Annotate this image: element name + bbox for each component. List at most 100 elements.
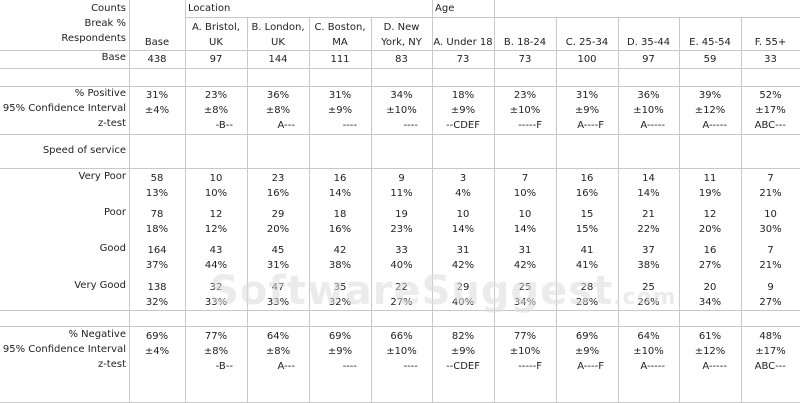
negative-pct: 77% xyxy=(513,331,537,342)
negative-ztest: A----- xyxy=(640,361,665,372)
rating-count: 28 xyxy=(580,282,594,293)
positive-pct: 18% xyxy=(451,90,475,101)
rating-count: 164 xyxy=(147,245,167,256)
negative-pct: 77% xyxy=(204,331,228,342)
negative-pct: 82% xyxy=(451,331,475,342)
rating-pct: 14% xyxy=(328,188,352,199)
column-header-1: A. Bristol, UK xyxy=(192,22,240,48)
rating-pct: 41% xyxy=(575,260,599,271)
rating-count: 25 xyxy=(518,282,532,293)
rating-count: 31 xyxy=(518,245,532,256)
rating-pct: 14% xyxy=(451,224,475,235)
rating-count: 29 xyxy=(271,209,285,220)
rating-count: 43 xyxy=(209,245,223,256)
positive-pct: 36% xyxy=(637,90,660,101)
rating-count: 7 xyxy=(767,245,774,256)
positive-ci: ±8% xyxy=(203,105,229,116)
rating-pct: 19% xyxy=(698,188,722,199)
positive-ci: ±12% xyxy=(694,105,726,116)
base-value: 73 xyxy=(456,54,470,65)
rating-count: 18 xyxy=(333,209,347,220)
column-divider xyxy=(494,0,495,403)
negative-ztest-label: z-test xyxy=(97,359,126,370)
column-divider xyxy=(618,17,619,403)
negative-ci: ±9% xyxy=(450,346,476,357)
rating-count: 10 xyxy=(518,209,532,220)
rating-count: 21 xyxy=(642,209,655,220)
positive-pct: 23% xyxy=(204,90,228,101)
positive-ci: ±9% xyxy=(450,105,476,116)
column-header-3: C. Boston, MA xyxy=(314,22,366,48)
negative-ztest: -B-- xyxy=(215,361,233,372)
rating-pct: 4% xyxy=(455,188,471,199)
column-header-7: C. 25-34 xyxy=(565,37,609,48)
rating-pct: 16% xyxy=(328,224,352,235)
rating-count: 37 xyxy=(642,245,655,256)
rating-pct: 33% xyxy=(204,297,228,308)
column-header-9: E. 45-54 xyxy=(689,37,731,48)
column-divider xyxy=(247,17,248,403)
rating-pct: 14% xyxy=(637,188,660,199)
rating-count: 41 xyxy=(580,245,594,256)
rating-pct: 16% xyxy=(266,188,290,199)
row-divider xyxy=(0,50,800,51)
row-divider xyxy=(0,326,800,327)
group-header-location: Location xyxy=(188,3,231,14)
rating-pct: 38% xyxy=(637,260,660,271)
negative-ci: ±10% xyxy=(633,346,664,357)
negative-ci: ±12% xyxy=(694,346,726,357)
rating-count: 16 xyxy=(580,173,594,184)
base-value: 100 xyxy=(577,54,597,65)
row-divider xyxy=(0,68,800,69)
positive-pct: 31% xyxy=(145,90,169,101)
rating-pct: 32% xyxy=(145,297,169,308)
negative-ztest: A--- xyxy=(277,361,295,372)
negative-pct: 69% xyxy=(328,331,352,342)
positive-ci: ±17% xyxy=(755,105,786,116)
negative-ci-label: 95% Confidence Interval xyxy=(2,344,126,355)
rating-pct: 37% xyxy=(145,260,169,271)
negative-ci: ±17% xyxy=(755,346,786,357)
base-value: 83 xyxy=(395,54,408,65)
rating-count: 10 xyxy=(456,209,470,220)
base-value: 97 xyxy=(209,54,223,65)
column-header-10: F. 55+ xyxy=(754,37,787,48)
rating-pct: 10% xyxy=(513,188,537,199)
rating-count: 3 xyxy=(459,173,467,184)
negative-label: % Negative xyxy=(68,329,126,340)
positive-pct: 52% xyxy=(759,90,782,101)
base-value: 33 xyxy=(764,54,777,65)
positive-ci: ±8% xyxy=(265,105,291,116)
rating-count: 7 xyxy=(767,173,774,184)
row-divider xyxy=(0,310,800,311)
negative-pct: 61% xyxy=(698,331,722,342)
rating-count: 11 xyxy=(703,173,717,184)
corner-break-label: Break % xyxy=(84,18,126,29)
rating-pct: 18% xyxy=(145,224,169,235)
rating-count: 138 xyxy=(147,282,167,293)
column-header-4: D. New York, NY xyxy=(381,22,422,48)
negative-ci: ±4% xyxy=(144,346,170,357)
rating-count: 9 xyxy=(398,173,405,184)
rating-count: 12 xyxy=(209,209,223,220)
positive-pct: 23% xyxy=(513,90,537,101)
positive-pct: 31% xyxy=(328,90,352,101)
rating-count: 78 xyxy=(150,209,164,220)
negative-ztest: ABC--- xyxy=(754,361,786,372)
negative-pct: 64% xyxy=(266,331,290,342)
row-divider xyxy=(0,134,800,135)
positive-ci: ±9% xyxy=(327,105,353,116)
rating-pct: 22% xyxy=(637,224,660,235)
rating-count: 47 xyxy=(271,282,285,293)
column-header-8: D. 35-44 xyxy=(626,37,671,48)
base-value: 438 xyxy=(147,54,167,65)
rating-count: 29 xyxy=(456,282,470,293)
rating-pct: 27% xyxy=(390,297,413,308)
column-header-2: B. London, UK xyxy=(251,22,305,48)
rating-count: 22 xyxy=(395,282,408,293)
rating-pct: 31% xyxy=(266,260,290,271)
rating-pct: 40% xyxy=(390,260,413,271)
positive-ci: ±10% xyxy=(386,105,417,116)
rating-pct: 42% xyxy=(513,260,537,271)
rating-pct: 20% xyxy=(266,224,290,235)
